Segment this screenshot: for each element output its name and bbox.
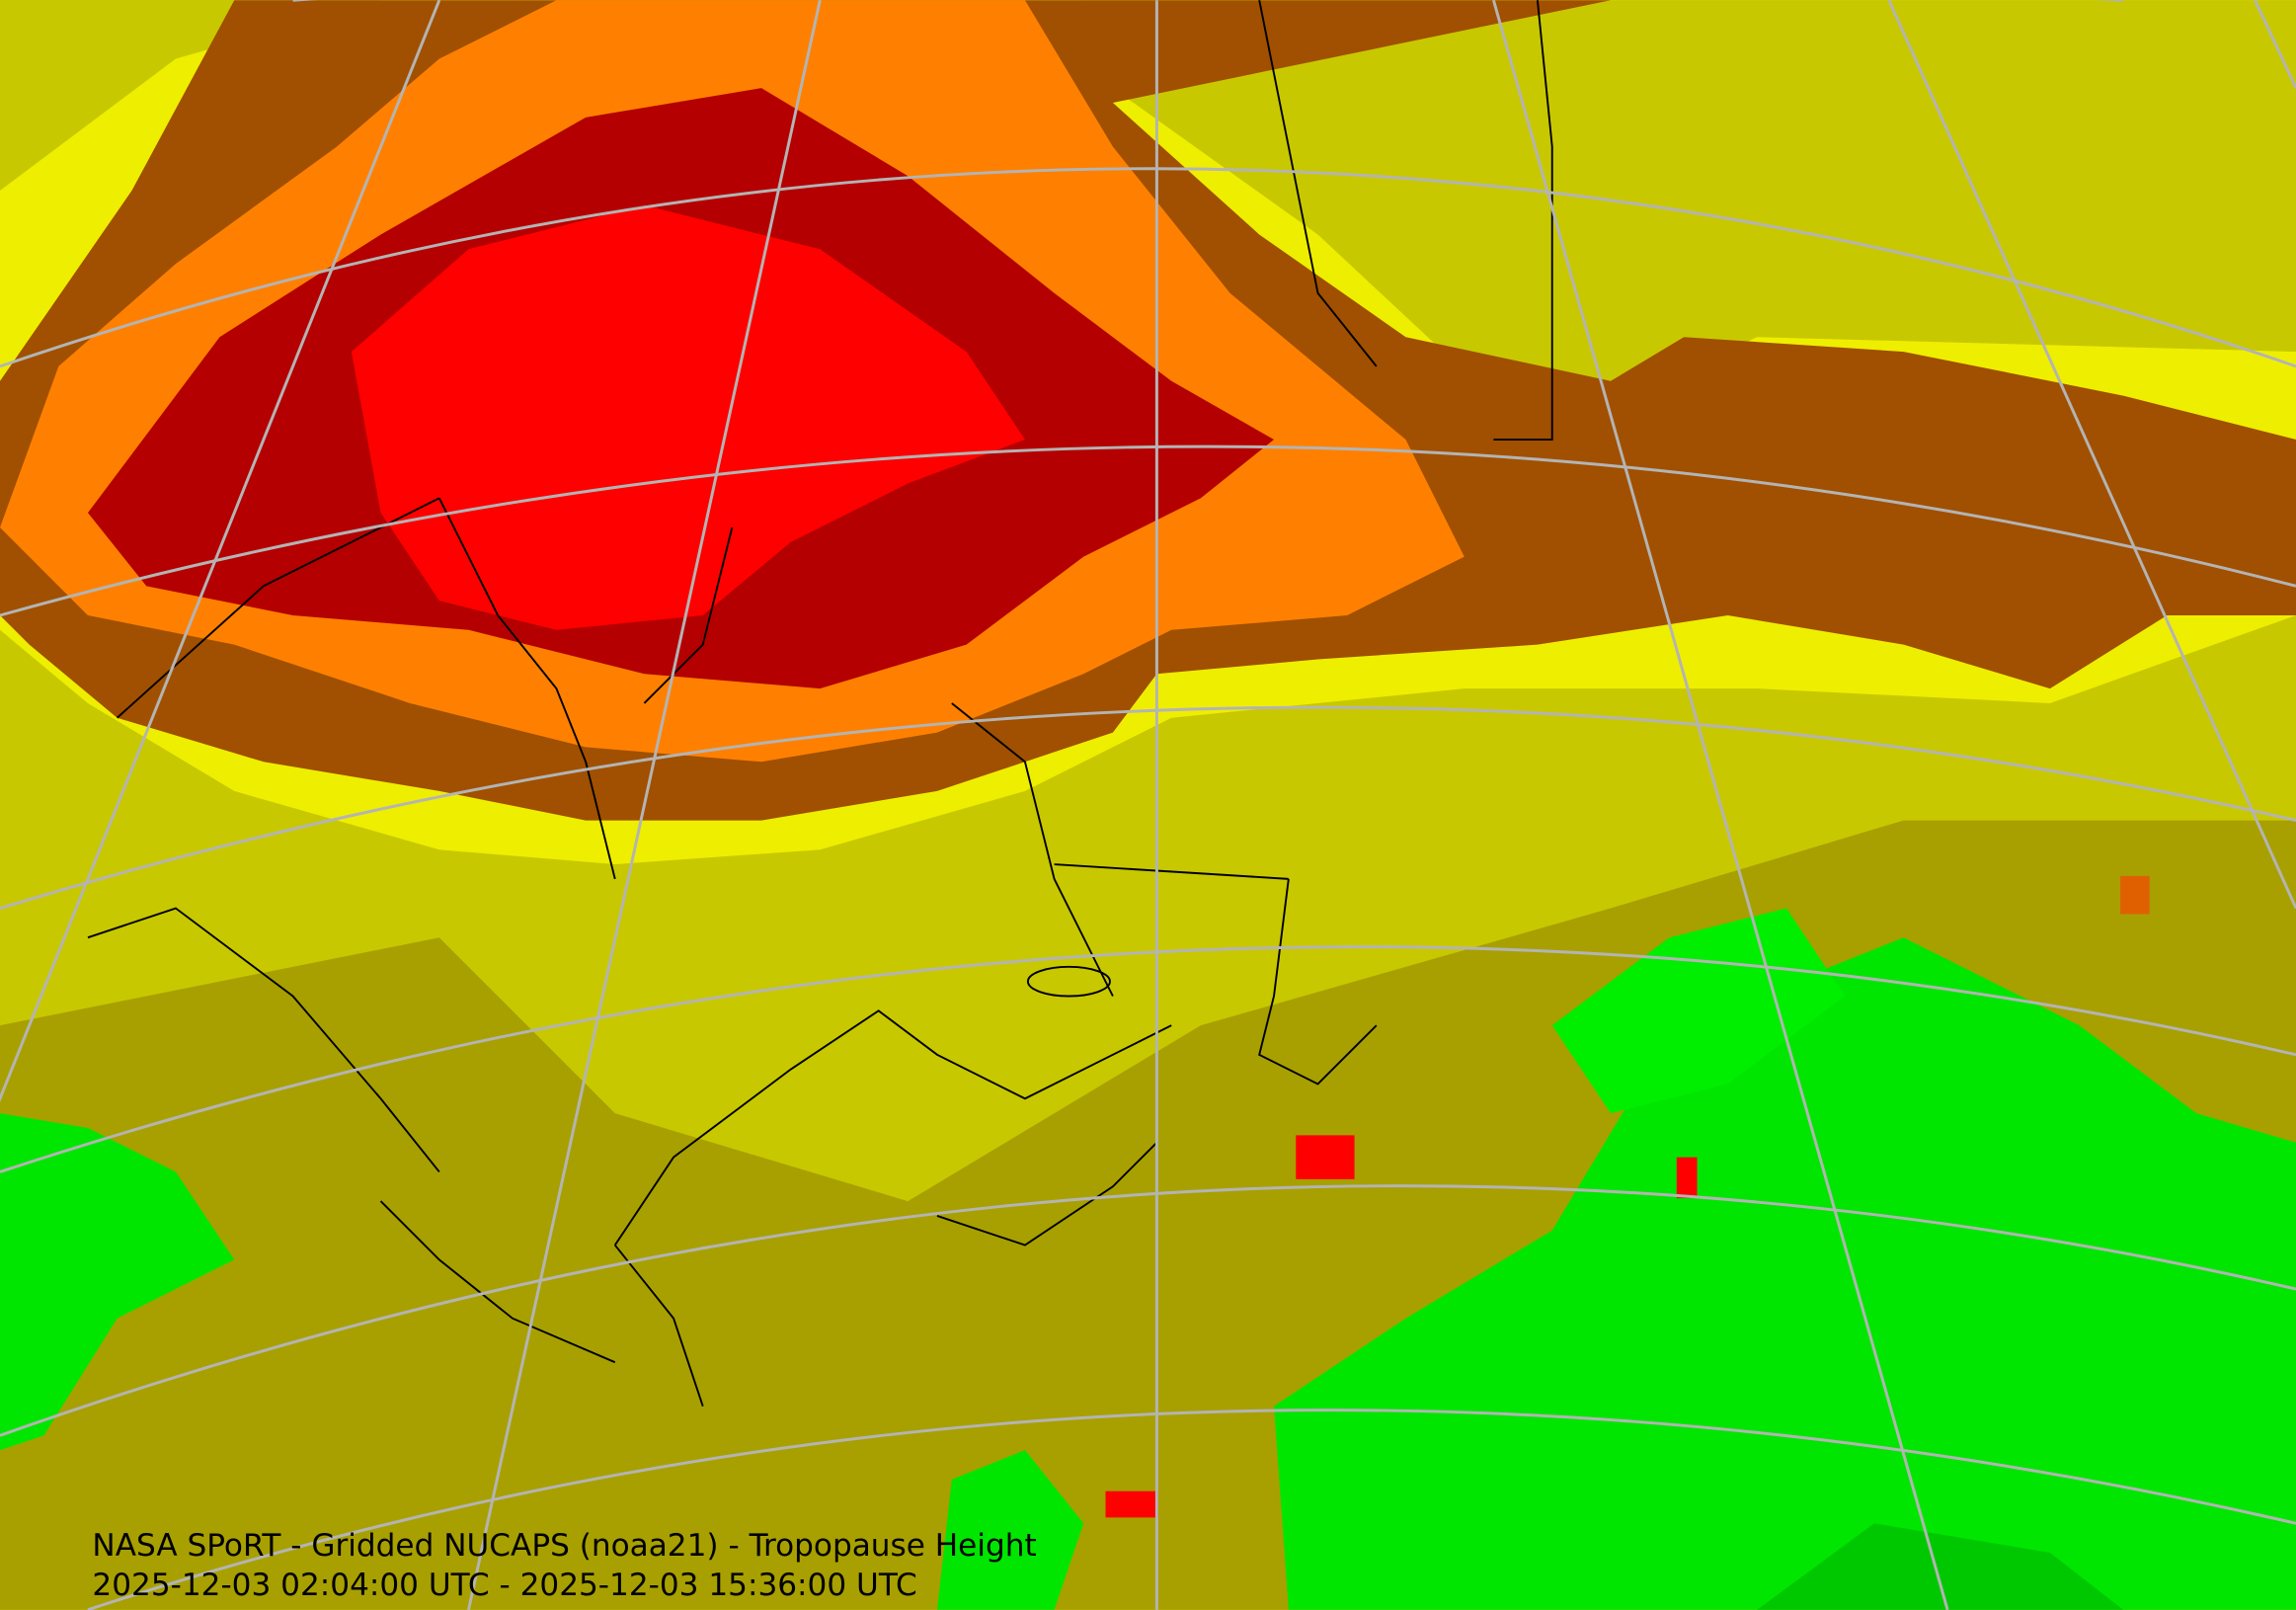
green-field (0, 1113, 235, 1451)
meridian (467, 0, 822, 1610)
red-core (351, 204, 1025, 630)
latitude-line (0, 167, 2296, 368)
meridian (0, 0, 441, 1103)
latitude-line (0, 705, 2296, 910)
orange-patch (2120, 875, 2150, 915)
meridian (2254, 0, 2296, 89)
red-patch (1105, 1490, 1158, 1518)
red-patch (1296, 1135, 1355, 1179)
meridian (1887, 0, 2296, 910)
green-field (1274, 937, 2296, 1610)
red-patch (1676, 1157, 1698, 1199)
caption-title: NASA SPoRT - Gridded NUCAPS (noaa21) - T… (92, 1528, 1036, 1564)
latitude-line (0, 1184, 2296, 1437)
green-field (936, 1450, 1084, 1610)
background-field (1083, 0, 2296, 441)
coastline (87, 0, 1553, 1407)
meridian (1492, 0, 1949, 1610)
lake (1026, 965, 1111, 998)
latitude-line (0, 444, 2296, 617)
green-field (1551, 908, 1846, 1114)
caption-time: 2025-12-03 02:04:00 UTC - 2025-12-03 15:… (92, 1568, 916, 1603)
green-field (1757, 1523, 2124, 1610)
latitude-line (0, 945, 2296, 1173)
latitude-line (87, 1409, 2296, 1610)
